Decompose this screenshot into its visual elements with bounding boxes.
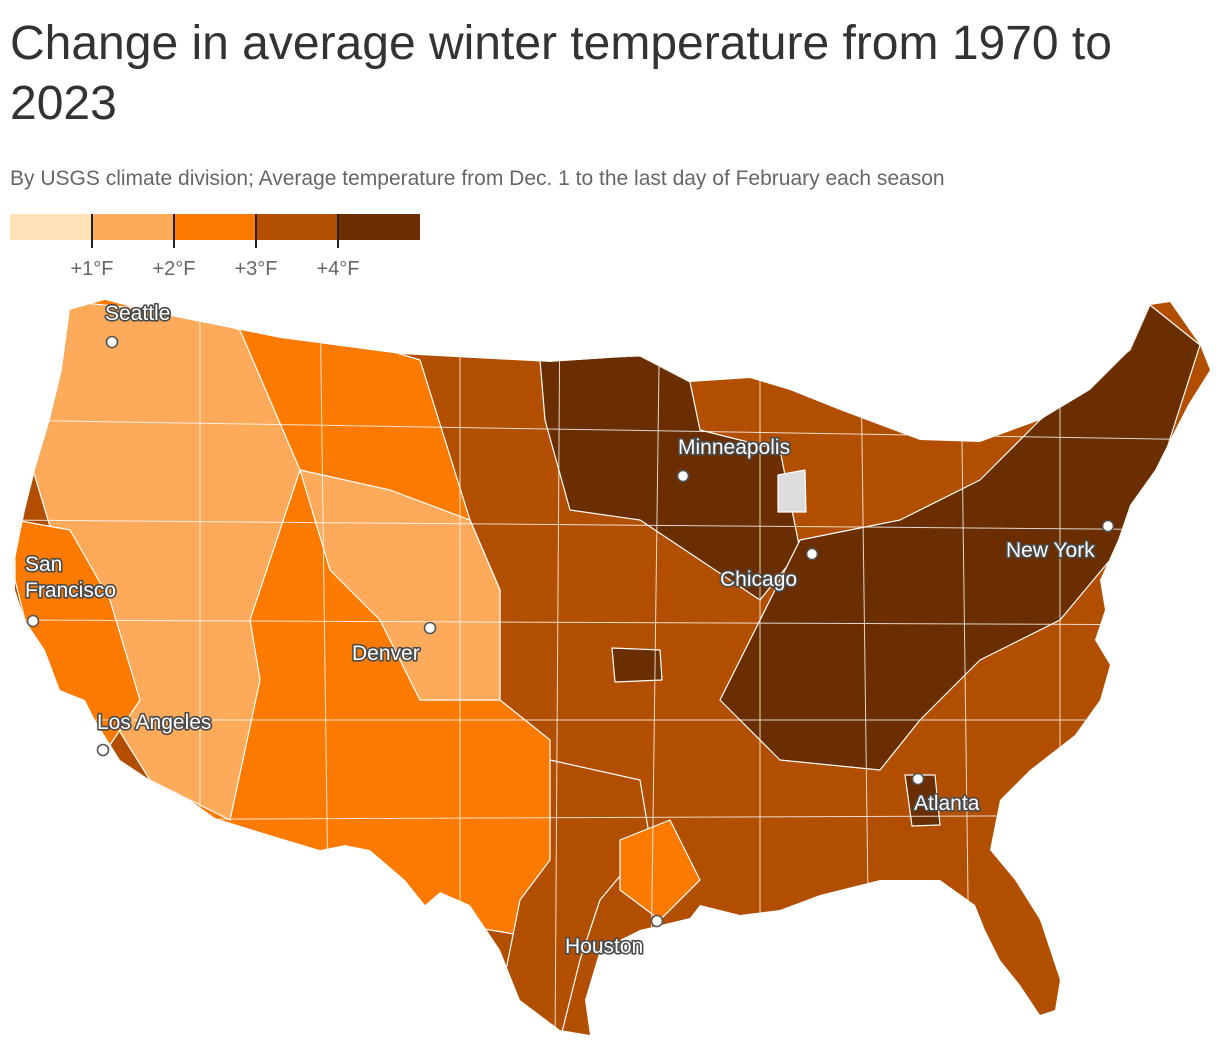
city-dot-atlanta: [911, 772, 925, 786]
city-dot-san-francisco: [26, 614, 40, 628]
legend-swatch-4: [256, 214, 338, 240]
legend-swatch-5: [338, 214, 420, 240]
legend-label: +2°F: [152, 258, 196, 280]
city-label-los-angeles: Los Angeles: [97, 711, 211, 734]
grid-line: [15, 419, 1210, 441]
region-georgia-dark: [904, 774, 941, 827]
chart-subtitle: By USGS climate division; Average temper…: [10, 167, 945, 190]
city-label-denver: Denver: [352, 642, 420, 665]
legend-tick: [337, 214, 339, 248]
city-label-san-francisco: San Francisco: [25, 553, 116, 602]
city-dot-los-angeles: [96, 743, 110, 757]
legend-swatch-1: [10, 214, 92, 240]
region-oklahoma-dark: [611, 647, 663, 683]
city-label-chicago: Chicago: [720, 568, 797, 591]
city-label-houston: Houston: [565, 935, 643, 958]
legend-tick: [91, 214, 93, 248]
city-dot-seattle: [105, 335, 119, 349]
city-dot-chicago: [805, 547, 819, 561]
region-great-basin-light: [299, 469, 501, 701]
legend-swatch-2: [92, 214, 174, 240]
grid-line: [15, 519, 1210, 531]
legend-swatch-3: [174, 214, 256, 240]
region-wisconsin-nodata: [777, 469, 807, 513]
color-legend: +1°F +2°F +3°F +4°F: [10, 214, 420, 284]
legend-tick: [173, 214, 175, 248]
city-label-new-york: New York: [1006, 539, 1095, 562]
city-label-atlanta: Atlanta: [914, 792, 980, 815]
city-dot-new-york: [1101, 519, 1115, 533]
chart-title: Change in average winter temperature fro…: [10, 17, 1112, 130]
city-dot-denver: [423, 621, 437, 635]
us-climate-division-map: Seattle Minneapolis San Francisco Chicago New…: [15, 300, 1210, 1035]
city-label-minneapolis: Minneapolis: [678, 436, 790, 459]
city-dot-houston: [650, 914, 664, 928]
city-markers: Seattle Minneapolis San Francisco Chicago New…: [23, 300, 1115, 960]
grid-line: [554, 300, 561, 1035]
grid-line: [15, 619, 1210, 626]
legend-label: +4°F: [316, 258, 360, 280]
legend-label: +3°F: [234, 258, 278, 280]
legend-tick: [255, 214, 257, 248]
region-east-texas-orange: [619, 819, 701, 921]
region-texas-brown: [499, 759, 651, 1035]
city-label-seattle: Seattle: [105, 302, 170, 325]
legend-label: +1°F: [70, 258, 114, 280]
city-dot-minneapolis: [676, 469, 690, 483]
